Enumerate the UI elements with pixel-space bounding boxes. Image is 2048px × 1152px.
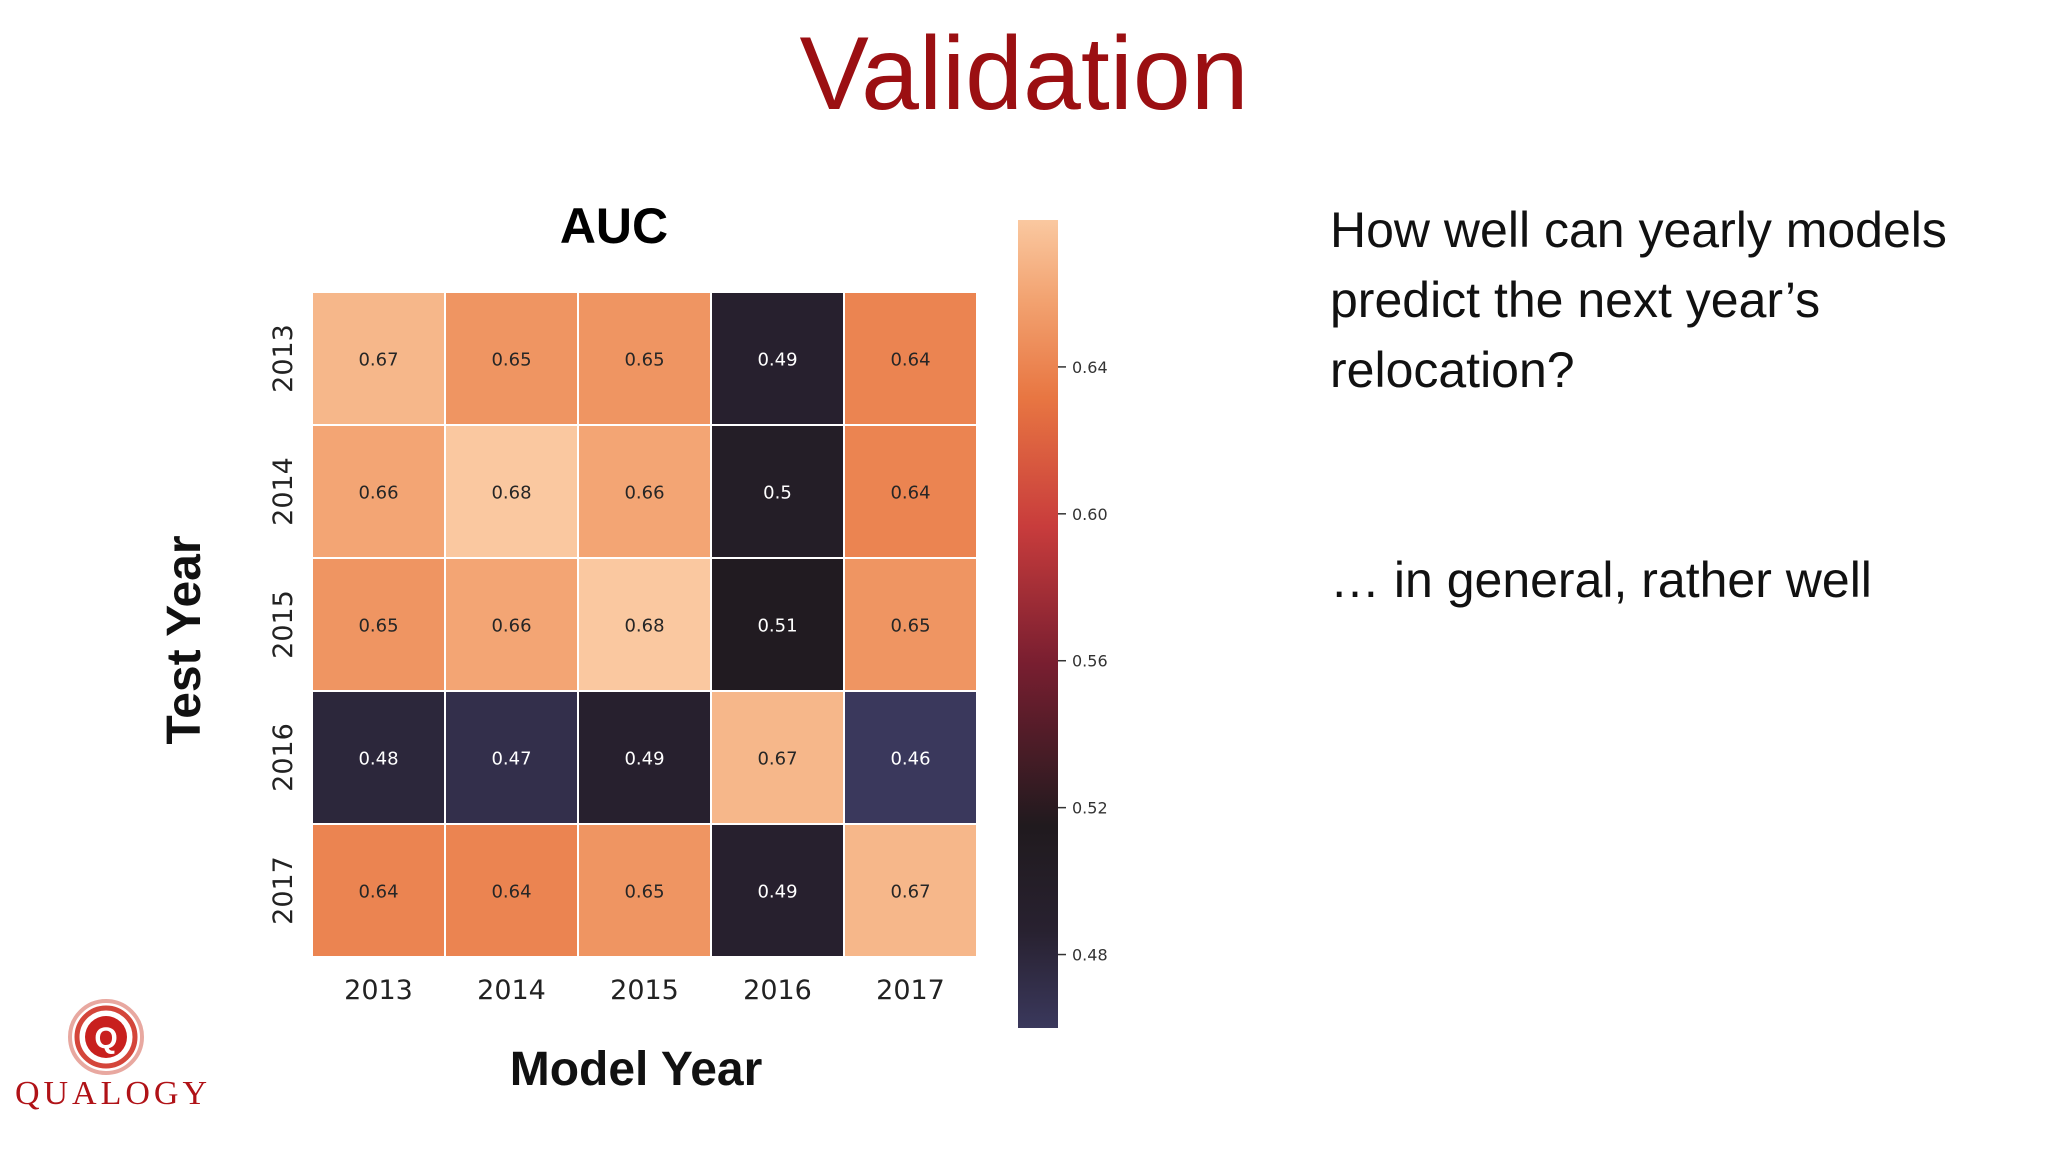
cell-value-label: 0.68 (491, 483, 531, 504)
cell-value-label: 0.5 (763, 483, 792, 504)
heatmap-cell (311, 823, 446, 958)
cell-value-label: 0.65 (890, 616, 930, 637)
colorbar-tick-label: 0.60 (1072, 505, 1108, 524)
x-axis-label: Model Year (510, 1043, 763, 1096)
answer-text: … in general, rather well (1330, 552, 1872, 608)
x-tick-label: 2013 (344, 975, 413, 1006)
heatmap-cell (843, 557, 978, 692)
cell-value-label: 0.49 (757, 350, 797, 371)
x-tick-label: 2014 (477, 975, 546, 1006)
colorbar-gradient (1018, 220, 1058, 1028)
x-tick-label: 2015 (610, 975, 679, 1006)
heatmap-cell (843, 291, 978, 426)
heatmap-cell (444, 823, 579, 958)
cell-value-label: 0.64 (890, 483, 930, 504)
qualogy-logo: Q QUALOGY (8, 995, 208, 1115)
heatmap-cell (843, 823, 978, 958)
cell-value-label: 0.65 (624, 350, 664, 371)
cell-value-label: 0.64 (491, 882, 531, 903)
y-tick-label: 2013 (268, 324, 299, 393)
logo-mark-icon: Q (68, 999, 144, 1075)
cell-value-label: 0.49 (624, 749, 664, 770)
heatmap-cell (710, 823, 845, 958)
cell-value-label: 0.51 (757, 616, 797, 637)
x-tick-label: 2016 (743, 975, 812, 1006)
heatmap-cell (577, 690, 712, 825)
cell-value-label: 0.65 (358, 616, 398, 637)
heatmap-cell (444, 690, 579, 825)
heatmap-cells: 0.67 0.65 0.65 0.49 0.64 0.66 0.68 0.66 0.5 0.64 0… (311, 291, 978, 958)
question-text: How well can yearly models predict the n… (1330, 202, 1947, 398)
cell-value-label: 0.49 (757, 882, 797, 903)
cell-value-label: 0.65 (624, 882, 664, 903)
logo-mark-letter: Q (94, 1022, 117, 1055)
heatmap-cell (444, 557, 579, 692)
cell-value-label: 0.66 (624, 483, 664, 504)
y-tick-labels: 2013 2014 2015 2016 2017 (268, 324, 299, 925)
heatmap-cell (577, 424, 712, 559)
chart-title: AUC (560, 198, 668, 254)
heatmap-cell (311, 557, 446, 692)
cell-value-label: 0.66 (358, 483, 398, 504)
x-tick-labels: 2013 2014 2015 2016 2017 (344, 975, 945, 1006)
colorbar-tick-label: 0.56 (1072, 652, 1108, 671)
heatmap-cell (311, 690, 446, 825)
cell-value-label: 0.66 (491, 616, 531, 637)
cell-value-label: 0.47 (491, 749, 531, 770)
cell-value-label: 0.64 (358, 882, 398, 903)
cell-value-label: 0.68 (624, 616, 664, 637)
heatmap-cell (444, 291, 579, 426)
y-tick-label: 2016 (268, 723, 299, 792)
cell-value-label: 0.46 (890, 749, 930, 770)
heatmap-cell (577, 291, 712, 426)
cell-value-label: 0.48 (358, 749, 398, 770)
colorbar-tick-label: 0.48 (1072, 946, 1108, 965)
colorbar-tick-label: 0.52 (1072, 799, 1108, 818)
cell-value-label: 0.67 (358, 350, 398, 371)
x-tick-label: 2017 (876, 975, 945, 1006)
y-axis-label: Test Year (158, 535, 211, 744)
y-tick-label: 2014 (268, 457, 299, 526)
cell-value-label: 0.64 (890, 350, 930, 371)
cell-value-label: 0.67 (890, 882, 930, 903)
slide-title: Validation (799, 16, 1249, 132)
colorbar: 0.64 0.60 0.56 0.52 0.48 (1018, 220, 1108, 1028)
heatmap-cell (843, 690, 978, 825)
heatmap-cell (311, 424, 446, 559)
logo-text: QUALOGY (14, 1075, 212, 1112)
heatmap-cell (577, 823, 712, 958)
cell-value-label: 0.67 (757, 749, 797, 770)
y-tick-label: 2017 (268, 856, 299, 925)
y-tick-label: 2015 (268, 590, 299, 659)
colorbar-tick-label: 0.64 (1072, 358, 1108, 377)
cell-value-label: 0.65 (491, 350, 531, 371)
heatmap-cell (311, 291, 446, 426)
heatmap-cell (444, 424, 579, 559)
